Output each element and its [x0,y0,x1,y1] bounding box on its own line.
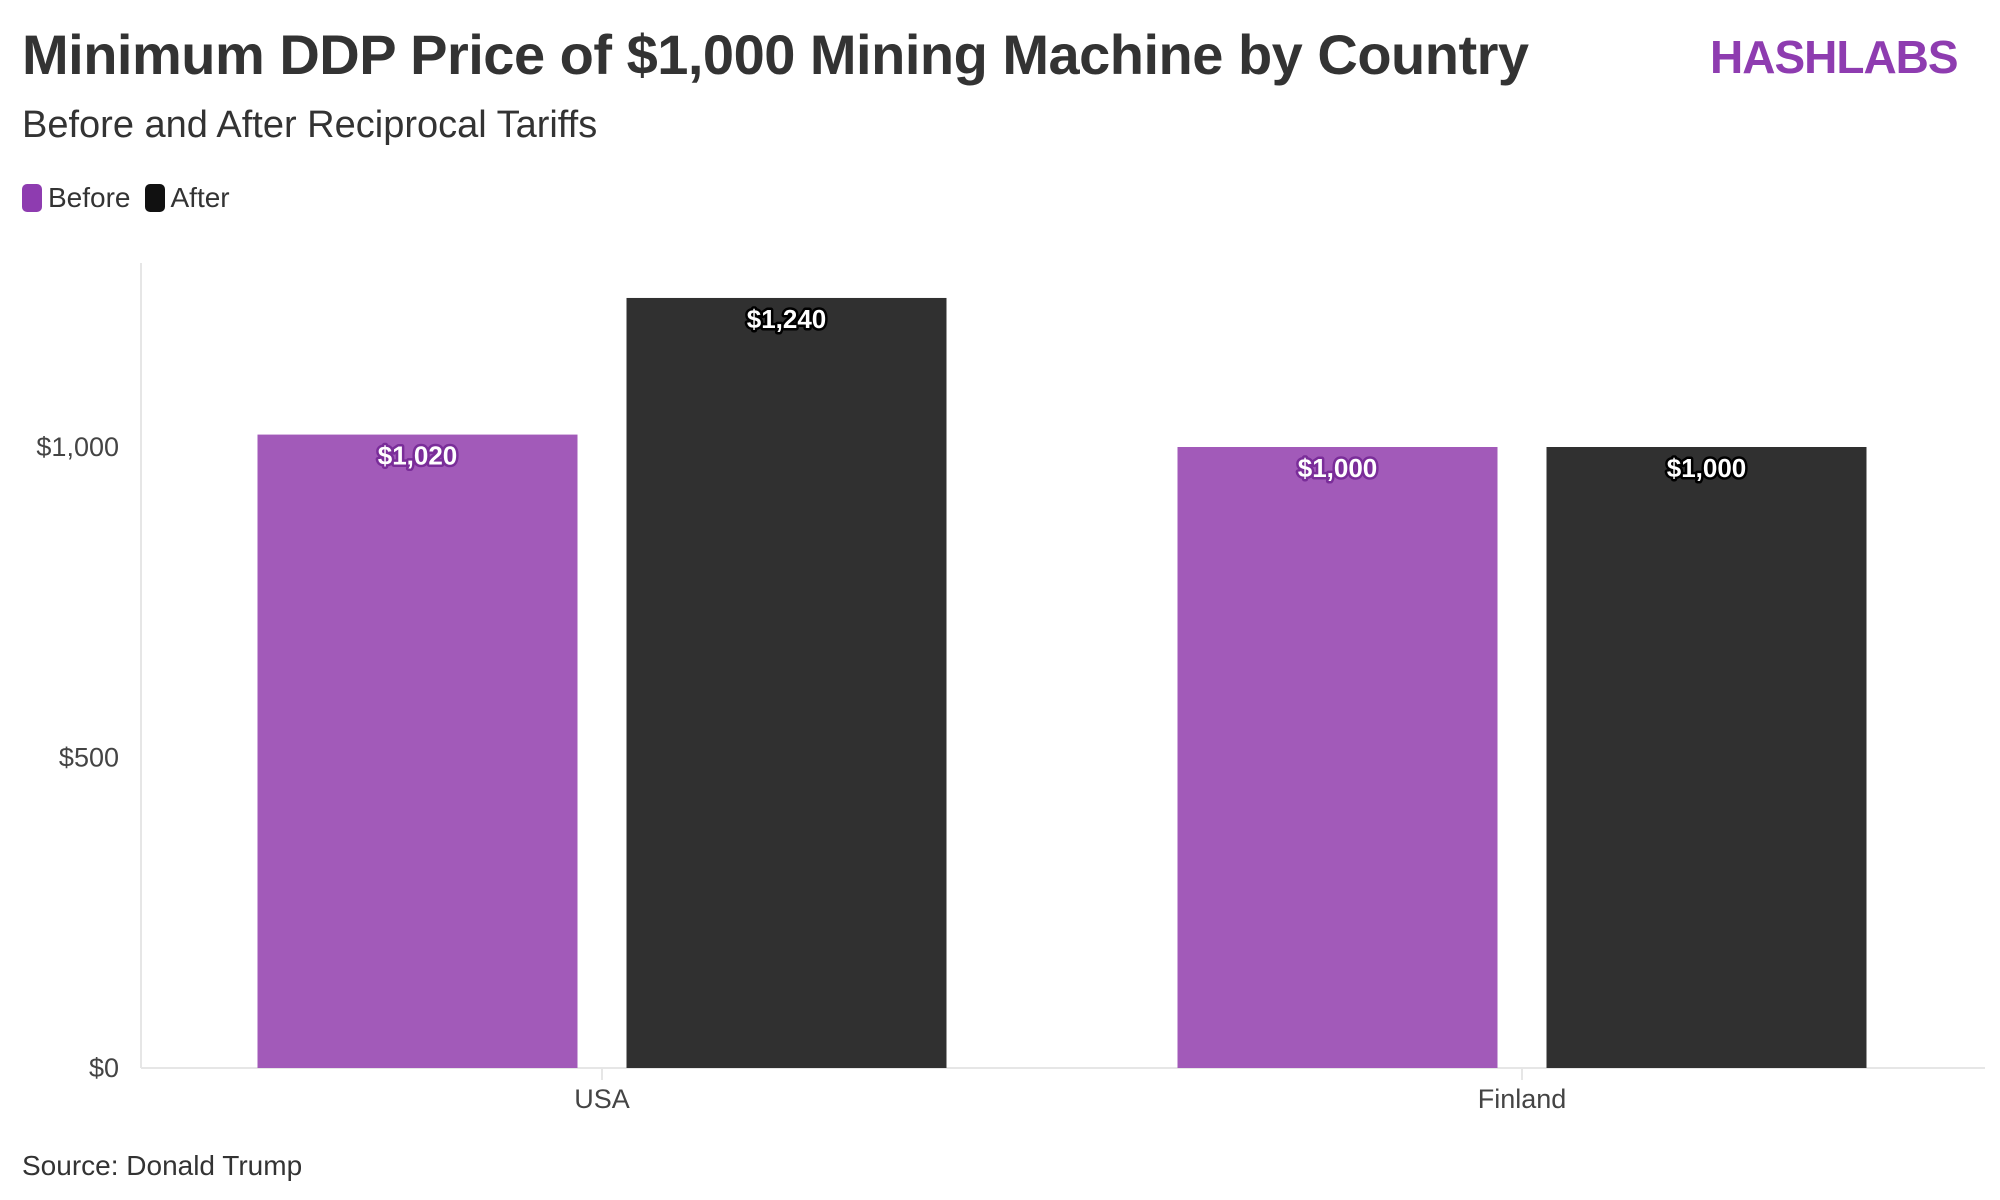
source-note: Source: Donald Trump [22,1150,303,1181]
y-tick-label: $0 [89,1053,119,1083]
bar-before-usa [257,434,578,1069]
y-tick-label: $500 [59,743,119,773]
data-label-after-finland: $1,000 [1667,453,1747,483]
chart-title: Minimum DDP Price of $1,000 Mining Machi… [22,23,1529,86]
legend-label-before: Before [48,182,131,213]
legend-swatch-after [144,184,165,212]
legend-item-before: Before [22,182,131,214]
data-label-before-finland: $1,000 [1298,453,1378,483]
legend-swatch-before [22,184,42,212]
legend: Before After [22,182,244,214]
legend-item-after: After [144,182,230,214]
bar-before-finland [1177,447,1498,1068]
bar-after-usa [626,297,947,1069]
bar-after-finland [1546,447,1867,1068]
x-tick-label-finland: Finland [1478,1084,1567,1114]
x-tick-label-usa: USA [574,1084,630,1114]
data-label-after-usa: $1,240 [747,304,827,334]
hashlabs-logo: HASHLABS [1710,31,1959,83]
chart-subtitle: Before and After Reciprocal Tariffs [22,104,598,146]
y-tick-label: $1,000 [36,432,119,462]
legend-label-after: After [170,182,230,213]
data-label-before-usa: $1,020 [378,441,458,471]
